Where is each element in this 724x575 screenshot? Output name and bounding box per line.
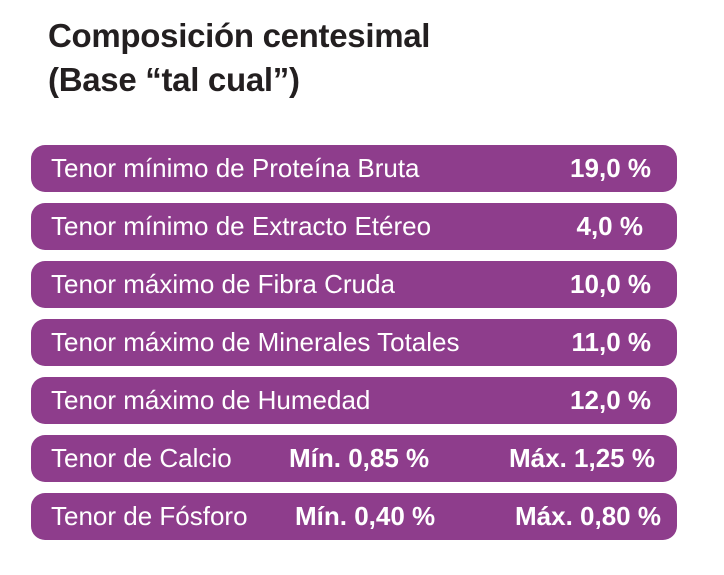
page-title: Composición centesimal (Base “tal cual”) <box>48 14 430 102</box>
phosphorus-max-value: Máx. 0,80 % <box>515 501 661 531</box>
row-label: Tenor máximo de Minerales Totales <box>51 327 460 357</box>
composition-row-moisture: Tenor máximo de Humedad 12,0 % <box>31 377 677 424</box>
row-label: Tenor máximo de Humedad <box>51 385 371 415</box>
row-label: Tenor de Fósforo <box>51 501 248 531</box>
row-label: Tenor máximo de Fibra Cruda <box>51 269 395 299</box>
row-value: 10,0 % <box>570 269 651 299</box>
composition-row-phosphorus: Tenor de Fósforo Mín. 0,40 % Máx. 0,80 % <box>31 493 677 540</box>
composition-row-protein: Tenor mínimo de Proteína Bruta 19,0 % <box>31 145 677 192</box>
composition-row-calcium: Tenor de Calcio Mín. 0,85 % Máx. 1,25 % <box>31 435 677 482</box>
composition-row-minerals: Tenor máximo de Minerales Totales 11,0 % <box>31 319 677 366</box>
row-label: Tenor mínimo de Proteína Bruta <box>51 153 420 183</box>
phosphorus-min-value: Mín. 0,40 % <box>295 501 436 531</box>
calcium-max-value: Máx. 1,25 % <box>509 443 655 473</box>
row-value: 4,0 % <box>576 211 644 241</box>
composition-row-fiber: Tenor máximo de Fibra Cruda 10,0 % <box>31 261 677 308</box>
calcium-min-value: Mín. 0,85 % <box>289 443 430 473</box>
row-label: Tenor de Calcio <box>51 443 232 473</box>
title-line-1: Composición centesimal <box>48 17 431 54</box>
row-value: 19,0 % <box>570 153 651 183</box>
row-value: 12,0 % <box>570 385 651 415</box>
composition-row-ether-extract: Tenor mínimo de Extracto Etéreo 4,0 % <box>31 203 677 250</box>
row-value: 11,0 % <box>571 327 651 357</box>
title-line-2: (Base “tal cual”) <box>48 61 300 98</box>
row-label: Tenor mínimo de Extracto Etéreo <box>51 211 432 241</box>
